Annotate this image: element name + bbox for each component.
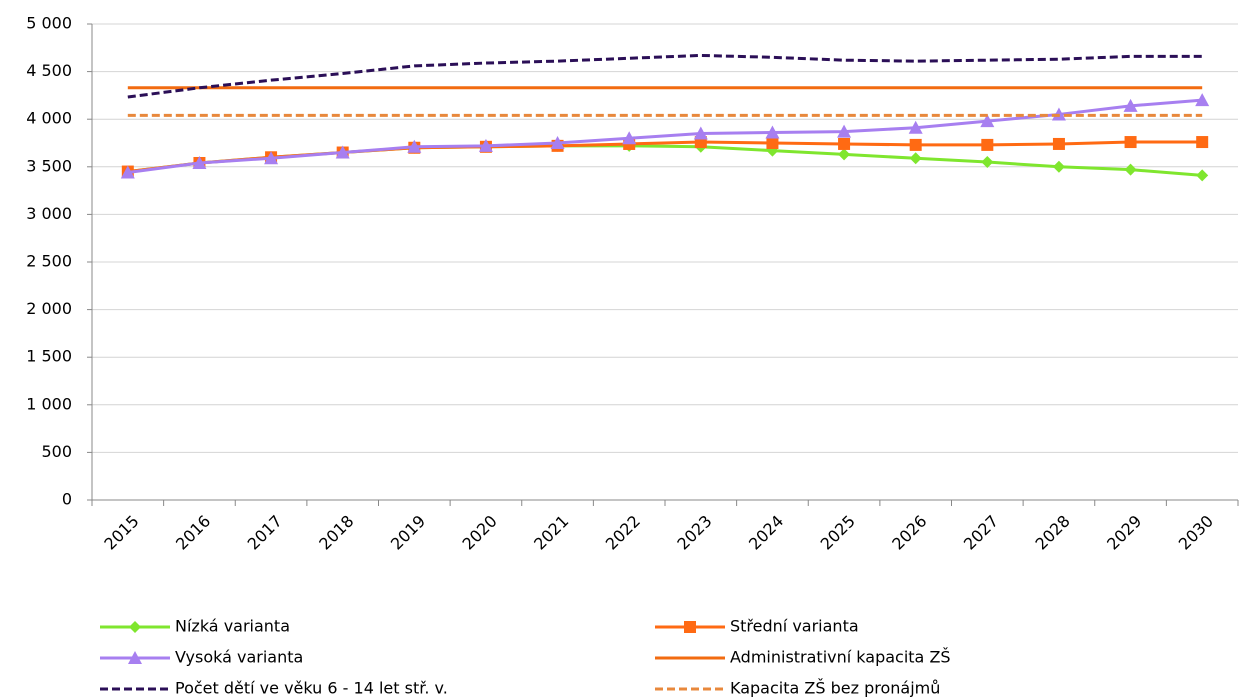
y-tick-label: 4 500 bbox=[26, 61, 72, 80]
data-point bbox=[335, 145, 350, 159]
data-point bbox=[693, 126, 708, 140]
y-tick-label: 4 000 bbox=[26, 109, 72, 128]
data-point bbox=[1196, 169, 1209, 182]
data-point bbox=[765, 125, 780, 139]
x-tick-label: 2024 bbox=[745, 511, 787, 553]
data-point bbox=[1123, 98, 1138, 112]
y-tick-label: 1 000 bbox=[26, 394, 72, 413]
data-point bbox=[838, 148, 851, 161]
data-point bbox=[1195, 93, 1210, 107]
legend-marker bbox=[128, 651, 142, 664]
x-tick-label: 2018 bbox=[315, 511, 357, 553]
x-tick-label: 2016 bbox=[172, 511, 214, 553]
data-point bbox=[1124, 163, 1137, 176]
x-tick-label: 2026 bbox=[888, 511, 930, 553]
data-point bbox=[192, 155, 207, 169]
x-tick-label: 2020 bbox=[459, 511, 501, 553]
x-tick-label: 2029 bbox=[1103, 511, 1145, 553]
x-tick-label: 2017 bbox=[244, 511, 286, 553]
data-point bbox=[120, 165, 135, 179]
legend-label: Administrativní kapacita ZŠ bbox=[730, 648, 951, 667]
legend-label: Kapacita ZŠ bez pronájmů bbox=[730, 679, 940, 698]
data-point bbox=[908, 120, 923, 134]
data-point bbox=[909, 138, 922, 151]
y-tick-label: 3 500 bbox=[26, 156, 72, 175]
y-tick-label: 3 000 bbox=[26, 204, 72, 223]
series-line bbox=[127, 144, 1203, 177]
legend-label: Střední varianta bbox=[730, 617, 859, 636]
data-point bbox=[909, 152, 922, 165]
x-tick-label: 2027 bbox=[960, 511, 1002, 553]
data-point bbox=[1124, 136, 1137, 149]
y-tick-label: 2 000 bbox=[26, 299, 72, 318]
data-point bbox=[264, 151, 279, 165]
data-point bbox=[550, 136, 565, 149]
data-point bbox=[838, 137, 851, 150]
legend-label: Nízká varianta bbox=[175, 617, 290, 636]
x-tick-label: 2028 bbox=[1032, 511, 1074, 553]
legend-marker bbox=[684, 621, 696, 633]
y-tick-label: 1 500 bbox=[26, 347, 72, 366]
y-tick-label: 2 500 bbox=[26, 252, 72, 271]
legend-marker bbox=[129, 621, 141, 633]
data-point bbox=[407, 139, 422, 153]
data-point bbox=[1052, 137, 1065, 150]
data-point bbox=[1196, 136, 1209, 149]
data-point bbox=[622, 131, 637, 145]
data-point bbox=[837, 124, 852, 138]
y-tick-label: 0 bbox=[62, 490, 72, 509]
data-point bbox=[1052, 160, 1065, 173]
x-tick-label: 2023 bbox=[673, 511, 715, 553]
y-tick-label: 500 bbox=[41, 442, 72, 461]
series-line bbox=[127, 53, 1203, 99]
x-tick-label: 2015 bbox=[100, 511, 142, 553]
data-point bbox=[478, 138, 493, 152]
x-tick-label: 2022 bbox=[602, 511, 644, 553]
x-tick-label: 2019 bbox=[387, 511, 429, 553]
data-point bbox=[981, 156, 994, 169]
y-tick-label: 5 000 bbox=[26, 14, 72, 33]
series-line bbox=[127, 98, 1203, 174]
data-point bbox=[766, 137, 779, 149]
legend-label: Počet dětí ve věku 6 - 14 let stř. v. bbox=[175, 679, 448, 698]
legend-label: Vysoká varianta bbox=[175, 648, 303, 667]
data-point bbox=[981, 138, 994, 151]
x-tick-label: 2025 bbox=[817, 511, 859, 553]
x-tick-label: 2030 bbox=[1175, 511, 1217, 553]
data-point bbox=[980, 114, 995, 128]
x-tick-label: 2021 bbox=[530, 511, 572, 553]
